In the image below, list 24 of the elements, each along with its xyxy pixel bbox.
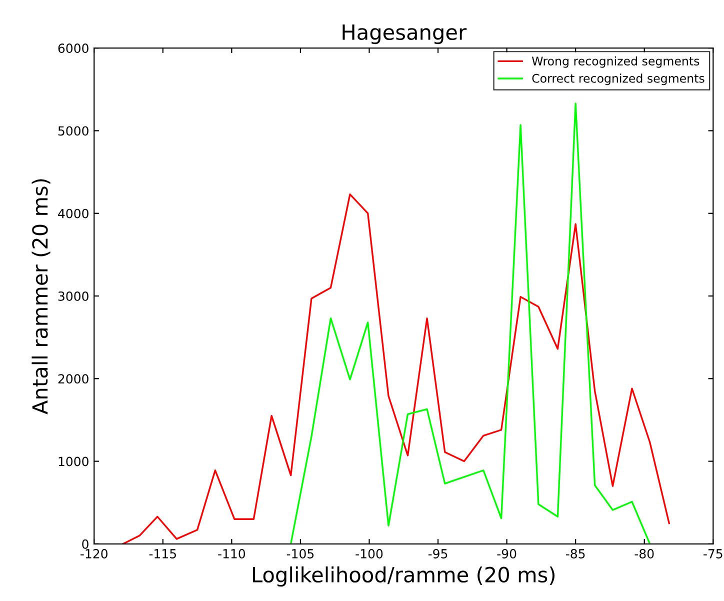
y-tick-label: 5000 <box>58 126 88 136</box>
x-axis-title: Loglikelihood/ramme (20 ms) <box>253 566 555 587</box>
y-tick-label: 2000 <box>58 374 88 384</box>
y-tick-label: 1000 <box>58 456 88 466</box>
y-tick-label: 6000 <box>58 44 88 54</box>
x-tick-label: -120 <box>80 548 108 558</box>
x-tick-label: -85 <box>566 548 585 558</box>
line-series <box>290 102 651 544</box>
y-tick-label: 4000 <box>58 208 88 218</box>
y-tick-label: 0 <box>82 539 88 549</box>
y-tick-label: 3000 <box>58 291 88 301</box>
x-tick-label: -80 <box>634 548 654 558</box>
x-tick-label: -90 <box>497 548 516 558</box>
chart-title: Hagesanger <box>342 24 467 44</box>
x-tick-label: -110 <box>218 548 246 558</box>
line-series <box>122 194 670 544</box>
x-tick-label: -75 <box>704 549 722 558</box>
x-tick-label: -105 <box>286 548 314 558</box>
legend-label: Wrong recognized segments <box>532 56 700 68</box>
legend-label: Correct recognized segments <box>532 74 704 86</box>
x-tick-label: -115 <box>149 549 176 558</box>
x-tick-label: -95 <box>428 548 448 558</box>
x-tick-label: -100 <box>356 548 383 558</box>
y-axis-title: Antall rammer (20 ms) <box>32 179 50 414</box>
